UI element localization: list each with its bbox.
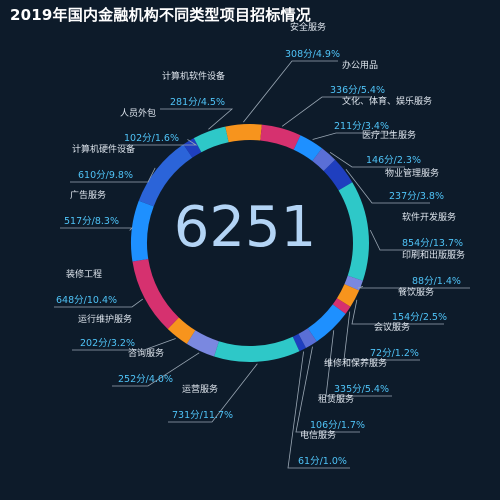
leader-line bbox=[60, 227, 133, 231]
slice-name-label: 安全服务 bbox=[290, 21, 326, 33]
leader-line bbox=[168, 363, 258, 423]
slice-value-label: 202分/3.2% bbox=[80, 338, 135, 349]
slice-name-label: 运营服务 bbox=[182, 383, 218, 395]
slice-value-label: 252分/4.0% bbox=[118, 374, 173, 385]
slice-name-label: 物业管理服务 bbox=[385, 167, 439, 179]
leader-line bbox=[112, 352, 200, 387]
slice-name-label: 计算机硬件设备 bbox=[72, 143, 135, 155]
leader-line bbox=[325, 330, 392, 397]
leader-line bbox=[351, 299, 444, 325]
slice-value-label: 88分/1.4% bbox=[412, 276, 461, 287]
slice-value-label: 106分/1.7% bbox=[310, 420, 365, 431]
donut-slice[interactable] bbox=[193, 126, 229, 153]
slice-name-label: 人员外包 bbox=[120, 107, 156, 119]
chart-title: 2019年国内金融机构不同类型项目招标情况 bbox=[10, 6, 311, 24]
slice-name-label: 办公用品 bbox=[342, 59, 378, 71]
donut-slice[interactable] bbox=[292, 333, 306, 352]
donut-slice[interactable] bbox=[332, 298, 351, 314]
donut-slice[interactable] bbox=[214, 336, 300, 362]
donut-slice[interactable] bbox=[338, 182, 369, 281]
slice-name-label: 文化、体育、娱乐服务 bbox=[342, 95, 432, 107]
slice-name-label: 维修和保养服务 bbox=[324, 357, 387, 369]
slice-name-label: 医疗卫生服务 bbox=[362, 129, 416, 141]
slice-value-label: 72分/1.2% bbox=[370, 348, 419, 359]
slice-name-label: 电信服务 bbox=[300, 429, 336, 441]
slice-value-label: 211分/3.4% bbox=[334, 121, 389, 132]
leader-line bbox=[369, 229, 460, 251]
slice-value-label: 336分/5.4% bbox=[330, 85, 385, 96]
slice-value-label: 648分/10.4% bbox=[56, 295, 117, 306]
donut-slice[interactable] bbox=[225, 124, 262, 143]
donut-slice[interactable] bbox=[344, 275, 363, 291]
slice-name-label: 装修工程 bbox=[66, 268, 102, 280]
donut-slice[interactable] bbox=[298, 328, 317, 349]
slice-value-label: 61分/1.0% bbox=[298, 456, 347, 467]
donut-slice[interactable] bbox=[138, 144, 193, 207]
leader-line bbox=[295, 346, 360, 433]
slice-value-label: 237分/3.8% bbox=[389, 191, 444, 202]
leader-line bbox=[329, 151, 405, 168]
slice-name-label: 广告服务 bbox=[70, 189, 106, 201]
donut-slice[interactable] bbox=[132, 259, 179, 330]
slice-value-label: 154分/2.5% bbox=[392, 312, 447, 323]
donut-slice[interactable] bbox=[323, 159, 353, 191]
center-total: 6251 bbox=[173, 195, 317, 260]
slice-value-label: 102分/1.6% bbox=[124, 133, 179, 144]
slice-name-label: 运行维护服务 bbox=[78, 313, 132, 325]
leader-line bbox=[118, 139, 198, 146]
donut-slice[interactable] bbox=[336, 284, 360, 307]
leader-line bbox=[70, 167, 156, 183]
donut-slice[interactable] bbox=[167, 317, 196, 344]
slice-value-label: 146分/2.3% bbox=[366, 155, 421, 166]
slices-layer bbox=[130, 124, 369, 362]
slice-value-label: 308分/4.9% bbox=[285, 49, 340, 60]
slice-name-label: 软件开发服务 bbox=[402, 211, 456, 223]
slice-value-label: 610分/9.8% bbox=[78, 170, 133, 181]
slice-name-label: 印刷和出版服务 bbox=[402, 249, 465, 261]
donut-slice[interactable] bbox=[186, 330, 219, 357]
donut-slice[interactable] bbox=[293, 135, 323, 162]
donut-slice[interactable] bbox=[130, 200, 154, 262]
slice-value-label: 335分/5.4% bbox=[334, 384, 389, 395]
donut-slice[interactable] bbox=[312, 148, 336, 171]
donut-slice[interactable] bbox=[307, 304, 346, 342]
leader-line bbox=[312, 132, 396, 140]
slice-name-label: 计算机软件设备 bbox=[162, 70, 225, 82]
leader-line bbox=[72, 338, 176, 351]
leader-line bbox=[281, 96, 372, 127]
donut-slice[interactable] bbox=[183, 138, 202, 158]
donut-slice[interactable] bbox=[260, 124, 301, 150]
leader-line bbox=[243, 60, 338, 123]
slice-name-label: 会议服务 bbox=[374, 321, 410, 333]
leader-line bbox=[287, 351, 350, 469]
leader-line bbox=[343, 311, 420, 361]
leader-line bbox=[357, 286, 470, 289]
slice-name-label: 租赁服务 bbox=[318, 393, 354, 405]
slice-value-label: 281分/4.5% bbox=[170, 97, 225, 108]
leader-line bbox=[54, 298, 144, 308]
labels-layer: 安全服务 308分/4.9%办公用品 336分/5.4%文化、体育、娱乐服务 211分… bbox=[54, 21, 470, 469]
slice-value-label: 517分/8.3% bbox=[64, 216, 119, 227]
slice-value-label: 731分/11.7% bbox=[172, 410, 233, 421]
slice-name-label: 餐饮服务 bbox=[398, 286, 434, 298]
slice-value-label: 854分/13.7% bbox=[402, 238, 463, 249]
leader-line bbox=[345, 169, 430, 204]
leader-line bbox=[160, 108, 234, 130]
